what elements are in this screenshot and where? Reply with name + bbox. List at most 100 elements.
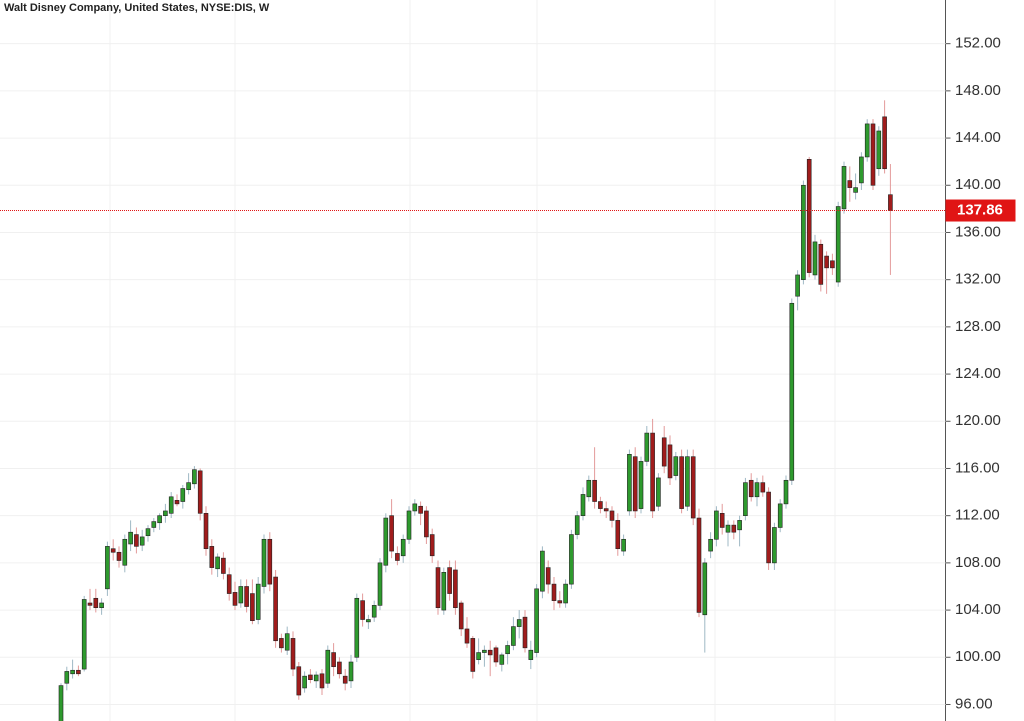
candle-body [221, 557, 226, 574]
candle-body [841, 166, 847, 210]
candle-body [638, 461, 644, 509]
candle-body [87, 602, 93, 606]
candle-body [772, 527, 777, 564]
y-tick-label: 148.00 [955, 82, 1001, 99]
candle-body [812, 241, 818, 276]
candle-body [777, 503, 783, 528]
candle-body [342, 675, 348, 684]
candle-body [244, 586, 249, 607]
candle-body [551, 583, 557, 601]
candle-body [418, 505, 423, 514]
candle-body [690, 456, 696, 519]
candle-body [139, 536, 145, 546]
y-tick-label: 140.00 [955, 176, 1001, 193]
candle-body [615, 520, 621, 550]
candle-body [522, 616, 528, 649]
candle-body [748, 479, 754, 498]
candle-body [209, 546, 215, 568]
candle-body [801, 184, 806, 280]
candle-body [232, 592, 238, 606]
candle-body [743, 482, 748, 516]
candle-body [105, 546, 110, 590]
candle-body [824, 255, 829, 269]
candle-body [186, 482, 191, 491]
candle-body [598, 501, 603, 509]
y-tick-label: 116.00 [955, 459, 1000, 476]
candle-body [685, 456, 690, 507]
candle-body [650, 432, 655, 512]
candle-body [441, 572, 447, 611]
candle-body [528, 649, 534, 660]
candle-body [325, 649, 331, 684]
candle-body [864, 123, 870, 158]
candle-body [795, 274, 800, 297]
candle-body [192, 469, 197, 485]
candle-body [499, 654, 505, 665]
candle-body [679, 456, 684, 509]
candle-body [151, 521, 157, 528]
candle-body [644, 432, 650, 462]
candle-body [389, 515, 394, 552]
candle-body [847, 180, 853, 188]
candle-body [783, 479, 789, 505]
candle-body [627, 454, 632, 512]
y-tick-label: 96.00 [955, 695, 993, 712]
candle-body [574, 515, 580, 535]
candle-body [81, 599, 87, 670]
candle-body [882, 116, 887, 170]
candle-body [592, 479, 597, 502]
candle-body [255, 583, 261, 620]
candle-body [737, 520, 742, 531]
last-price-box [945, 199, 1016, 222]
candle-body [250, 593, 255, 621]
candle-body [760, 482, 766, 493]
candle-body [806, 159, 812, 273]
candle-body [453, 569, 458, 609]
y-tick-label: 124.00 [955, 365, 1001, 382]
candle-body [673, 456, 679, 476]
candle-body [157, 515, 162, 524]
candle-body [586, 479, 592, 498]
candle-body [534, 588, 539, 653]
candle-body [261, 538, 267, 587]
candle-body [888, 194, 893, 211]
candle-body [516, 619, 522, 627]
y-tick-label: 136.00 [955, 223, 1001, 240]
candle-body [412, 503, 418, 512]
candle-body [569, 534, 574, 585]
candle-body [830, 260, 835, 269]
candle-body [203, 513, 209, 550]
candle-body [279, 638, 284, 649]
candle-body [493, 647, 499, 663]
candle-body [238, 586, 244, 604]
candle-body [876, 130, 882, 170]
candle-body [447, 567, 452, 594]
candle-body [122, 538, 128, 566]
candle-body [702, 562, 708, 616]
candle-body [296, 666, 302, 696]
candle-body [319, 673, 325, 689]
candle-body [511, 626, 516, 646]
candle-body [731, 524, 737, 533]
candle-body [93, 597, 99, 609]
candle-body [313, 674, 319, 682]
candle-body [116, 551, 122, 561]
candle-body [168, 496, 174, 514]
candle-body [383, 517, 389, 566]
y-tick-label: 152.00 [955, 35, 1001, 52]
y-tick-label: 120.00 [955, 412, 1001, 429]
candle-body [395, 553, 400, 561]
candle-body [400, 538, 406, 557]
candle-body [163, 510, 168, 516]
candle-body [545, 567, 551, 585]
candle-body [215, 556, 220, 570]
candle-body [110, 548, 116, 553]
candle-body [331, 652, 336, 668]
candle-body [835, 206, 841, 283]
y-tick-label: 104.00 [955, 601, 1001, 618]
y-tick-label: 128.00 [955, 318, 1001, 335]
candle-body [70, 669, 75, 675]
candle-body [708, 538, 713, 552]
y-tick-label: 100.00 [955, 648, 1001, 665]
candle-body [464, 628, 470, 644]
